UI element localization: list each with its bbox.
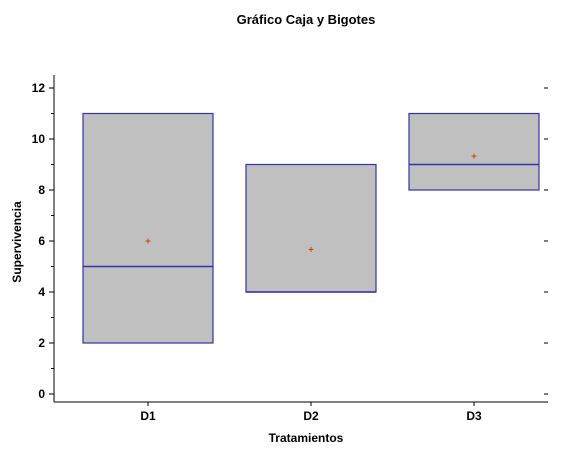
x-tick-label: D2 (303, 409, 319, 423)
y-tick-label: 8 (38, 183, 45, 197)
x-tick-label: D3 (466, 409, 482, 423)
y-tick-label: 4 (38, 285, 45, 299)
y-tick-label: 10 (32, 132, 46, 146)
chart-title: Gráfico Caja y Bigotes (237, 12, 376, 27)
y-tick-label: 2 (38, 336, 45, 350)
box-d2 (245, 163, 377, 293)
y-tick-label: 6 (38, 234, 45, 248)
x-tick-label: D1 (140, 409, 156, 423)
x-axis-label: Tratamientos (269, 431, 344, 444)
plot-area: 0 2 4 6 8 10 12 D1 D2 D3 (32, 75, 548, 423)
y-axis-label: Supervivencia (10, 201, 24, 283)
y-tick-label: 12 (32, 81, 46, 95)
box-d3 (408, 112, 540, 191)
y-tick-label: 0 (38, 387, 45, 401)
box-d1 (82, 112, 214, 344)
